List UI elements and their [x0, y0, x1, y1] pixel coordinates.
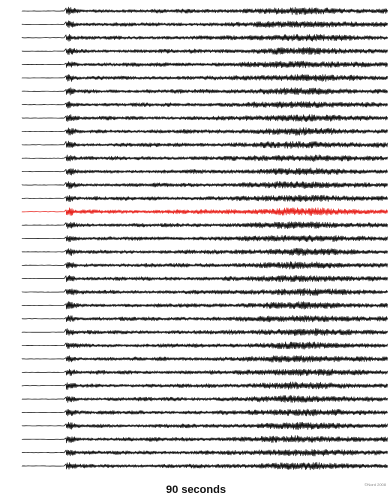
trace	[21, 87, 388, 96]
trace	[21, 60, 388, 69]
trace	[21, 74, 388, 82]
x-axis-label: 90 seconds	[166, 484, 226, 496]
credit-text: ©Nord 2008	[364, 482, 386, 487]
trace	[21, 6, 388, 16]
trace	[21, 127, 388, 136]
trace	[21, 247, 388, 256]
trace-highlighted	[21, 207, 388, 216]
trace	[21, 33, 388, 42]
trace	[21, 234, 388, 243]
trace	[21, 449, 388, 457]
trace	[21, 167, 388, 176]
trace	[21, 328, 388, 337]
trace	[21, 301, 388, 310]
trace	[21, 368, 388, 377]
trace	[21, 395, 388, 403]
trace	[21, 261, 388, 270]
trace	[21, 435, 388, 444]
trace	[21, 20, 388, 29]
trace	[21, 341, 388, 350]
trace	[21, 114, 388, 122]
trace	[21, 381, 388, 390]
trace	[21, 181, 388, 190]
trace	[21, 154, 388, 162]
trace	[21, 408, 388, 417]
trace	[21, 101, 388, 109]
trace	[21, 421, 388, 430]
trace	[21, 315, 388, 323]
trace	[21, 221, 388, 230]
trace	[21, 355, 388, 363]
trace	[21, 462, 388, 471]
trace	[21, 46, 388, 56]
trace	[21, 140, 388, 149]
trace	[21, 275, 388, 283]
trace	[21, 287, 388, 297]
trace	[21, 194, 388, 203]
